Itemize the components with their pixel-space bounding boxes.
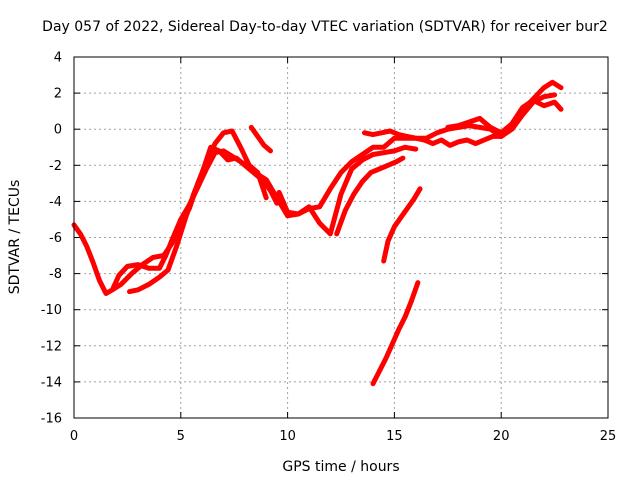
series-line-track-4 (248, 124, 273, 154)
x-tick-label: 15 (386, 429, 403, 444)
chart-title: Day 057 of 2022, Sidereal Day-to-day VTE… (42, 19, 608, 35)
y-tick-label: -16 (41, 412, 62, 427)
series-line-track-10 (370, 280, 421, 387)
series-layer (71, 79, 564, 387)
series-line-track-5 (276, 144, 419, 237)
y-tick-label: -10 (41, 303, 62, 318)
x-tick-label: 25 (600, 429, 617, 444)
y-tick-label: -4 (49, 195, 62, 210)
grid (74, 57, 608, 418)
series-line-track-8 (445, 97, 564, 136)
x-tick-label: 5 (177, 429, 185, 444)
y-tick-label: 4 (54, 51, 62, 66)
axis-ticks: 0 5 10 15 20 25 -16 -14 -12 -10 -8 -6 -4 -2 0 2 4 (41, 51, 617, 445)
y-tick-label: -8 (49, 267, 62, 282)
series-line-track-6 (334, 155, 406, 237)
y-tick-label: -2 (49, 159, 62, 174)
x-tick-label: 20 (493, 429, 510, 444)
y-tick-label: -14 (41, 375, 62, 390)
series-line-track-9 (381, 186, 423, 264)
y-tick-label: 0 (54, 123, 62, 138)
plot-frame (73, 56, 609, 419)
series-line-track-1 (71, 92, 558, 296)
y-tick-label: 2 (54, 87, 62, 102)
x-tick-label: 0 (70, 429, 78, 444)
y-tick-label: -12 (41, 339, 62, 354)
y-tick-label: -6 (49, 231, 62, 246)
y-axis-label: SDTVAR / TECUs (7, 180, 23, 295)
x-axis-label: GPS time / hours (282, 459, 399, 475)
x-tick-label: 10 (279, 429, 296, 444)
series-line-track-3 (127, 144, 280, 295)
